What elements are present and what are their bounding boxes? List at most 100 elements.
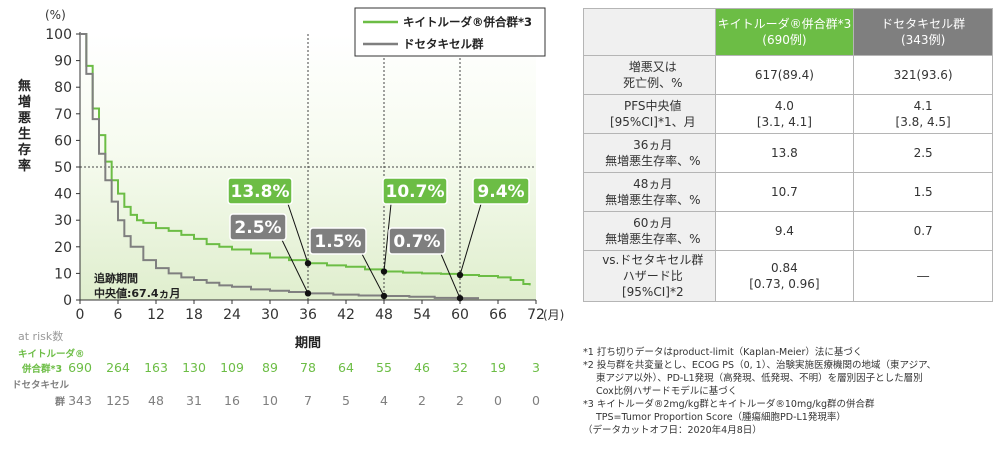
cell-docetaxel: 1.5 <box>853 172 993 212</box>
row-label: vs.ドセタキセル群 ハザード比 [95%CI]*2 <box>583 250 716 302</box>
cell-keytruda: 13.8 <box>714 133 855 173</box>
callout-box <box>309 227 367 255</box>
cell-keytruda: 10.7 <box>714 172 855 212</box>
y-axis-title: 無増悪生存率 <box>18 78 31 174</box>
series-line-keytruda <box>80 33 531 286</box>
table-row: 60ヵ月 無増悪生存率、% 9.4 0.7 <box>583 211 993 251</box>
x-tick-label: 66 <box>489 307 507 323</box>
row-label-line: ハザード比 <box>622 269 683 283</box>
y-tick-label: 30 <box>54 213 72 229</box>
table-row: vs.ドセタキセル群 ハザード比 [95%CI]*2 0.84 [0.73, 0.96]… <box>583 250 993 302</box>
callout-label: 9.4% <box>477 182 524 202</box>
table-corner-cell <box>583 8 716 56</box>
footnotes: *1 打ち切りデータはproduct-limit（Kaplan-Meier）法に… <box>583 346 998 437</box>
row-label-line: [95%CI]*1、月 <box>609 115 696 129</box>
table-header-row: キイトルーダ®併合群*3 (690例) ドセタキセル群 (343例) <box>583 8 993 56</box>
y-axis-title-char: 率 <box>18 158 31 174</box>
cell-keytruda-line: 9.4 <box>774 224 794 238</box>
at-risk-value: 264 <box>106 360 130 375</box>
table-row: 48ヵ月 無増悪生存率、% 10.7 1.5 <box>583 172 993 212</box>
y-axis-title-char: 無 <box>18 78 31 94</box>
at-risk-label-keytruda-1: キイトルーダ® <box>18 348 85 360</box>
footnote-datacut: （データカットオフ日：2020年4月8日） <box>583 425 762 436</box>
cell-docetaxel-line: 321(93.6) <box>893 68 953 82</box>
at-risk-value: 130 <box>182 360 206 375</box>
at-risk-value: 78 <box>300 360 316 375</box>
callout-label: 2.5% <box>234 218 281 238</box>
y-tick-label: 20 <box>54 240 72 256</box>
cell-keytruda-line: [3.1, 4.1] <box>756 115 812 129</box>
at-risk-value: 2 <box>418 393 426 408</box>
callout-box <box>388 227 446 255</box>
y-axis-title-char: 増 <box>18 94 31 110</box>
footnote-2-cont1: 東アジア以外）、PD-L1発現（高発現、低発現、不明）を層別因子とした層別 <box>596 373 923 384</box>
legend: キイトルーダ®併合群*3 ドセタキセル群 <box>354 7 546 57</box>
at-risk-value: 3 <box>532 360 540 375</box>
legend-box <box>354 7 546 57</box>
row-label-line: 無増悪生存率、% <box>605 232 701 246</box>
y-tick-label: 90 <box>54 54 72 70</box>
callout-label: 13.8% <box>231 182 290 202</box>
row-label-line: [95%CI]*2 <box>621 285 684 299</box>
at-risk-label-docetaxel-2: 群 <box>55 395 65 408</box>
at-risk-label-keytruda-2: 併合群*3 <box>21 363 62 375</box>
x-tick-label: 0 <box>76 307 85 323</box>
cell-keytruda: 0.84 [0.73, 0.96] <box>714 250 855 302</box>
at-risk-value: 48 <box>148 393 164 408</box>
row-label-line: vs.ドセタキセル群 <box>602 253 704 267</box>
x-tick-label: 60 <box>451 307 469 323</box>
x-tick-label: 72 <box>527 307 545 323</box>
cell-docetaxel: ― <box>853 250 993 302</box>
cell-docetaxel-line: 4.1 <box>913 99 933 113</box>
cell-keytruda: 4.0 [3.1, 4.1] <box>714 94 855 134</box>
y-tick-label: 100 <box>45 27 72 43</box>
y-tick-label: 50 <box>54 160 72 176</box>
x-tick-label: 54 <box>413 307 431 323</box>
x-tick-label: 12 <box>147 307 165 323</box>
row-label-line: 増悪又は <box>628 60 677 74</box>
legend-label-keytruda: キイトルーダ®併合群*3 <box>403 15 532 29</box>
callout-box <box>229 213 287 241</box>
cell-keytruda-line: 13.8 <box>771 146 798 160</box>
callout-leader <box>459 203 482 276</box>
callout-leader <box>281 239 309 294</box>
row-label-line: 36ヵ月 <box>633 138 673 152</box>
y-tick-label: 70 <box>54 107 72 123</box>
callout-label: 1.5% <box>314 232 361 252</box>
header-docetaxel-line2: (343例) <box>900 33 946 47</box>
at-risk-value: 7 <box>304 393 312 408</box>
cell-docetaxel-line: [3.8, 4.5] <box>895 115 951 129</box>
cell-docetaxel-line: 1.5 <box>913 185 933 199</box>
cell-keytruda-line: [0.73, 0.96] <box>749 277 820 291</box>
x-tick-label: 48 <box>375 307 393 323</box>
x-tick-label: 24 <box>223 307 241 323</box>
callout-label: 0.7% <box>393 232 440 252</box>
footnote-tps: TPS=Tumor Proportion Score（腫瘍細胞PD-L1発現率） <box>596 412 846 423</box>
at-risk-value: 2 <box>456 393 464 408</box>
footnote-2-cont2: Cox比例ハザードモデルに基づく <box>596 386 738 397</box>
footnote-2: *2 投与群を共変量とし、ECOG PS（0, 1）、治験実施医療機関の地域（東… <box>583 360 937 371</box>
at-risk-value: 5 <box>342 393 350 408</box>
at-risk-value: 19 <box>490 360 506 375</box>
row-label-line: PFS中央値 <box>624 99 682 113</box>
x-axis-title: 期間 <box>295 336 321 351</box>
header-keytruda: キイトルーダ®併合群*3 (690例) <box>714 8 855 56</box>
table-row: PFS中央値 [95%CI]*1、月 4.0 [3.1, 4.1] 4.1 [3.8, 4… <box>583 94 993 134</box>
followup-line1: 追跡期間 <box>94 271 138 285</box>
legend-label-docetaxel: ドセタキセル群 <box>403 37 484 51</box>
at-risk-value: 0 <box>532 393 540 408</box>
cell-keytruda-line: 4.0 <box>774 99 794 113</box>
cell-docetaxel-line: ― <box>917 269 930 283</box>
at-risk-value: 10 <box>262 393 278 408</box>
header-keytruda-line2: (690例) <box>762 33 807 47</box>
row-label-line: 死亡例、% <box>623 76 683 90</box>
y-axis-title-char: 存 <box>18 142 31 158</box>
callout-box <box>382 177 448 205</box>
x-tick-label: 36 <box>299 307 317 323</box>
results-table: キイトルーダ®併合群*3 (690例) ドセタキセル群 (343例) 増悪又は死… <box>583 8 993 302</box>
x-tick-label: 18 <box>185 307 203 323</box>
at-risk-value: 109 <box>220 360 244 375</box>
cell-keytruda: 617(89.4) <box>714 55 855 95</box>
at-risk-value: 31 <box>186 393 202 408</box>
header-docetaxel: ドセタキセル群 (343例) <box>853 8 993 56</box>
